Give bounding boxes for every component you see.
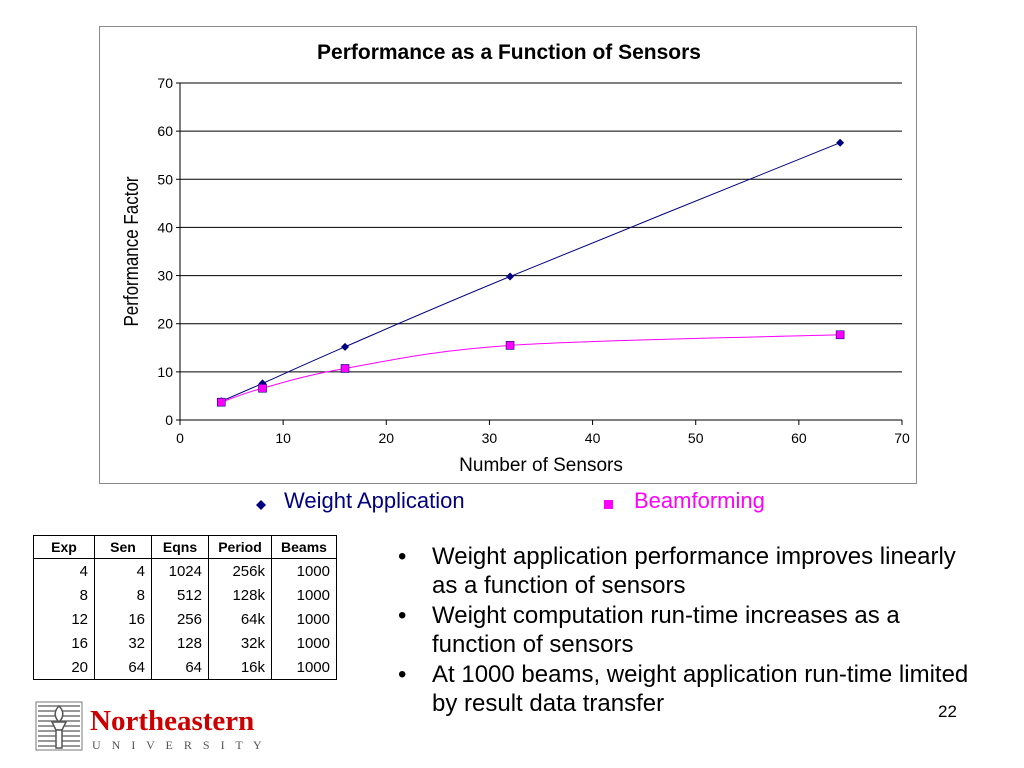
y-tick-label: 70 [157, 75, 173, 91]
northeastern-logo: Northeastern U N I V E R S I T Y [35, 701, 266, 752]
data-point-diamond [836, 138, 845, 147]
data-point-square [505, 341, 515, 350]
cell-eqns: 512 [151, 583, 209, 607]
cell-eqns: 64 [151, 655, 209, 680]
chart-title: Performance as a Function of Sensors [317, 41, 701, 64]
header-beams: Beams [271, 535, 337, 559]
header-sen: Sen [94, 535, 152, 559]
cell-beams: 1000 [271, 655, 337, 680]
y-tick-label: 30 [157, 268, 173, 284]
cell-beams: 1000 [271, 558, 337, 583]
cell-period: 128k [208, 583, 272, 607]
cell-exp: 12 [33, 607, 95, 631]
table-row: 12 16 256 64k 1000 [33, 607, 337, 631]
x-axis-label: Number of Sensors [459, 455, 623, 476]
chart-container: Performance as a Function of Sensors 0 10 2… [99, 26, 917, 484]
header-eqns: Eqns [151, 535, 209, 559]
cell-sen: 8 [94, 583, 152, 607]
table-row: 8 8 512 128k 1000 [33, 583, 337, 607]
cell-beams: 1000 [271, 607, 337, 631]
y-tick-label: 40 [157, 219, 173, 235]
cell-period: 64k [208, 607, 272, 631]
data-point-square [835, 330, 845, 340]
data-point-square [216, 397, 226, 407]
cell-period: 16k [208, 655, 272, 680]
table-header-row: Exp Sen Eqns Period Beams [33, 535, 337, 559]
y-tick-label: 0 [165, 412, 173, 428]
x-tick-label: 20 [378, 430, 394, 446]
cell-eqns: 1024 [151, 558, 209, 583]
cell-exp: 20 [33, 655, 95, 680]
cell-beams: 1000 [271, 583, 337, 607]
x-tick-label: 0 [176, 430, 184, 446]
header-period: Period [208, 535, 272, 559]
bullet-text: Weight computation run-time increases as… [432, 602, 900, 658]
data-point-diamond [506, 272, 515, 281]
cell-sen: 64 [94, 655, 152, 680]
line-chart: Performance as a Function of Sensors 0 10 2… [120, 41, 910, 476]
x-tick-label: 40 [585, 430, 601, 446]
x-tick-label: 30 [482, 430, 498, 446]
torch-emblem-icon [35, 701, 83, 751]
legend-label-weight-application: Weight Application [284, 488, 465, 513]
bullet-item: • Weight application performance improve… [398, 542, 978, 600]
cell-period: 32k [208, 631, 272, 655]
data-point-diamond [341, 342, 350, 351]
y-tick-label: 50 [157, 171, 173, 187]
table-row: 20 64 64 16k 1000 [33, 655, 337, 680]
bullet-text: At 1000 beams, weight application run-ti… [432, 661, 969, 717]
series-line-2 [221, 334, 841, 403]
bullet-list: • Weight application performance improve… [398, 542, 978, 719]
x-tick-label: 10 [275, 430, 291, 446]
table-row: 16 32 128 32k 1000 [33, 631, 337, 655]
cell-exp: 4 [33, 558, 95, 583]
legend-label-beamforming: Beamforming [634, 488, 765, 513]
cell-period: 256k [208, 558, 272, 583]
square-marker-icon [604, 500, 613, 509]
legend-beamforming: Beamforming [604, 488, 765, 514]
y-axis-label: Performance Factor [120, 176, 143, 326]
y-tick-label: 60 [157, 123, 173, 139]
cell-exp: 8 [33, 583, 95, 607]
data-point-square [258, 383, 267, 393]
series-line-1 [221, 142, 841, 402]
x-tick-label: 60 [791, 430, 807, 446]
data-point-square [340, 364, 350, 373]
cell-eqns: 128 [151, 631, 209, 655]
cell-exp: 16 [33, 631, 95, 655]
bullet-text: Weight application performance improves … [432, 543, 956, 599]
logo-subtitle: U N I V E R S I T Y [92, 738, 266, 752]
bullet-dot: • [398, 661, 407, 688]
cell-sen: 16 [94, 607, 152, 631]
y-tick-label: 20 [157, 316, 173, 332]
x-tick-label: 50 [688, 430, 704, 446]
x-tick-label: 70 [894, 430, 910, 446]
bullet-dot: • [398, 543, 407, 570]
y-tick-label: 10 [157, 364, 173, 380]
legend-weight-application: Weight Application [256, 488, 465, 514]
page-number: 22 [938, 702, 957, 721]
bullet-item: • Weight computation run-time increases … [398, 601, 978, 659]
bullet-dot: • [398, 602, 407, 629]
logo-wordmark: Northeastern [90, 705, 254, 737]
parameters-table: Exp Sen Eqns Period Beams 4 4 1024 256k … [33, 535, 337, 680]
cell-eqns: 256 [151, 607, 209, 631]
cell-sen: 32 [94, 631, 152, 655]
cell-beams: 1000 [271, 631, 337, 655]
cell-sen: 4 [94, 558, 152, 583]
bullet-item: • At 1000 beams, weight application run-… [398, 660, 978, 718]
table-row: 4 4 1024 256k 1000 [33, 558, 337, 583]
header-exp: Exp [33, 535, 95, 559]
diamond-marker-icon [256, 500, 266, 510]
